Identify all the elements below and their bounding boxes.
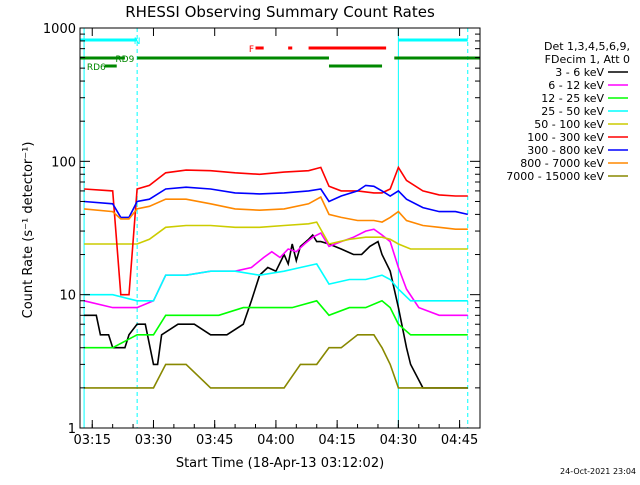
legend-label-6: 300 - 800 keV [527,144,604,157]
series-line-0 [84,233,468,389]
annotation-label-n: N [134,37,141,47]
legend-label-4: 50 - 100 keV [534,118,604,131]
series-line-3 [84,262,468,302]
footer-date: 24-Oct-2021 23:04 [560,467,636,476]
legend: Det 1,3,4,5,6,9,FDecim 1, Att 03 - 6 keV… [506,40,630,183]
plot-frame [79,27,481,429]
x-tick-label-5: 04:30 [380,433,417,448]
legend-label-8: 7000 - 15000 keV [506,170,604,183]
y-axis-label: Count Rate (s⁻¹ detector⁻¹) [21,142,36,319]
x-tick-label-1: 03:30 [135,433,172,448]
legend-label-0: 3 - 6 keV [555,66,604,79]
chart-title: RHESSI Observing Summary Count Rates [125,3,435,21]
annotation-label-rd9: RD9 [115,55,134,65]
x-tick-label-4: 04:15 [318,433,355,448]
series-layer [83,165,468,389]
y-tick-label-1: 10 [59,289,76,304]
series-line-7 [84,195,468,230]
x-axis-label: Start Time (18-Apr-13 03:12:02) [176,456,384,471]
legend-label-3: 25 - 50 keV [541,105,604,118]
annotation-label-f: F [249,45,254,55]
legend-header-1: FDecim 1, Att 0 [545,53,630,66]
y-tick-label-0: 1 [68,422,76,437]
x-tick-label-0: 03:15 [74,433,111,448]
x-tick-label-3: 04:00 [257,433,294,448]
annotation-bars: N F RD6 RD9 [80,28,480,428]
series-line-6 [84,184,468,219]
legend-label-1: 6 - 12 keV [548,79,604,92]
series-line-8 [84,333,468,389]
axes: 03:15 03:30 03:45 04:00 04:15 04:30 04:45 1 10 10… [43,22,481,448]
annotation-label-rd6: RD6 [87,63,106,73]
legend-label-5: 100 - 300 keV [527,131,604,144]
series-line-2 [84,299,468,349]
y-tick-label-3: 1000 [43,22,76,37]
series-line-4 [84,221,468,250]
x-tick-label-6: 04:45 [441,433,478,448]
legend-header-0: Det 1,3,4,5,6,9, [544,40,630,53]
series-line-5 [84,165,468,296]
x-tick-label-2: 03:45 [196,433,233,448]
legend-label-2: 12 - 25 keV [541,92,604,105]
legend-label-7: 800 - 7000 keV [520,157,604,170]
y-tick-label-2: 100 [51,155,76,170]
